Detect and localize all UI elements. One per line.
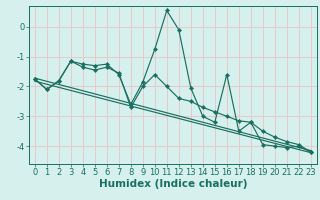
X-axis label: Humidex (Indice chaleur): Humidex (Indice chaleur) (99, 179, 247, 189)
